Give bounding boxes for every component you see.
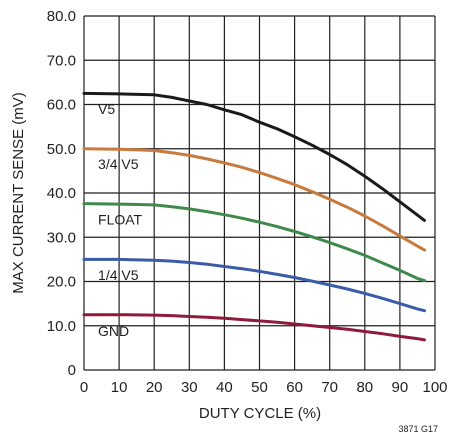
y-tick-label: 50.0 xyxy=(47,141,76,158)
x-tick-label: 70 xyxy=(321,379,338,396)
x-tick-label: 100 xyxy=(422,379,447,396)
y-tick-label: 60.0 xyxy=(47,97,76,114)
y-axis-ticks: 0 10.0 20.0 30.0 40.0 50.0 60.0 70.0 80.0 xyxy=(47,8,76,379)
y-tick-label: 70.0 xyxy=(47,52,76,69)
y-tick-label: 10.0 xyxy=(47,318,76,335)
x-tick-label: 40 xyxy=(216,379,233,396)
series-label: V5 xyxy=(98,101,115,117)
x-tick-label: 0 xyxy=(80,379,88,396)
x-tick-label: 10 xyxy=(111,379,128,396)
x-tick-label: 90 xyxy=(392,379,409,396)
y-tick-label: 80.0 xyxy=(47,8,76,25)
series-label: GND xyxy=(98,323,129,339)
y-tick-label: 20.0 xyxy=(47,274,76,291)
series-label: 3/4 V5 xyxy=(98,156,139,172)
x-tick-label: 30 xyxy=(181,379,198,396)
y-tick-label: 0 xyxy=(68,362,76,379)
x-tick-label: 60 xyxy=(286,379,303,396)
y-tick-label: 40.0 xyxy=(47,185,76,202)
grid-lines xyxy=(83,15,436,371)
series-label: FLOAT xyxy=(98,212,143,228)
series-line-v5 xyxy=(82,91,426,222)
series-line-float xyxy=(82,202,426,283)
x-tick-label: 20 xyxy=(146,379,163,396)
x-tick-label: 80 xyxy=(356,379,373,396)
x-tick-label: 50 xyxy=(251,379,268,396)
series-line-gnd xyxy=(82,313,426,342)
x-axis-ticks: 0 10 20 30 40 50 60 70 80 90 100 xyxy=(80,379,448,396)
series-line-1-4-v5 xyxy=(82,257,426,313)
figure-id: 3871 G17 xyxy=(398,424,438,434)
x-axis-title: DUTY CYCLE (%) xyxy=(199,405,321,422)
series-line-3-4-v5 xyxy=(82,147,426,252)
series-labels: V5 3/4 V5 FLOAT 1/4 V5 GND xyxy=(98,101,143,339)
y-axis-title: MAX CURRENT SENSE (mV) xyxy=(10,92,27,293)
series-lines xyxy=(82,91,426,342)
y-tick-label: 30.0 xyxy=(47,229,76,246)
series-label: 1/4 V5 xyxy=(98,267,139,283)
